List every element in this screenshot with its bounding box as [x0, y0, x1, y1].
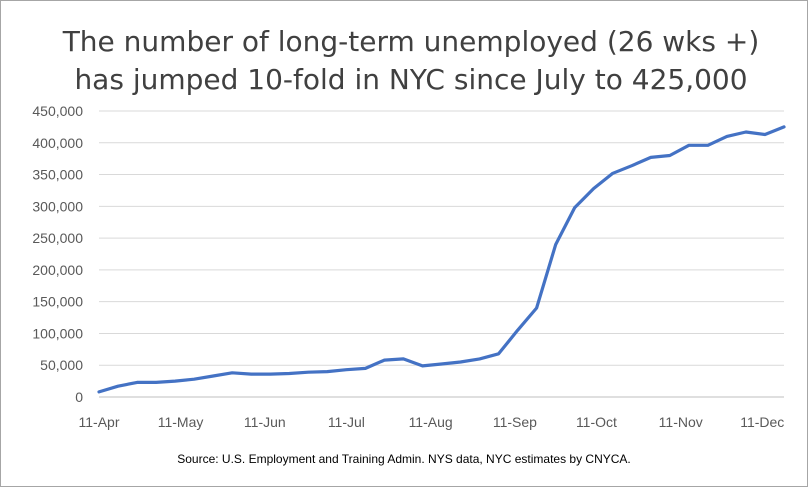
chart-title-line-2: has jumped 10-fold in NYC since July to …: [74, 63, 748, 96]
data-point: [116, 384, 120, 388]
data-point: [763, 133, 767, 136]
data-point: [687, 144, 691, 147]
data-point: [573, 206, 576, 209]
data-point: [211, 374, 215, 378]
data-point: [269, 372, 272, 376]
data-point: [516, 329, 519, 332]
y-tick-label: 400,000: [32, 135, 83, 151]
data-point: [307, 371, 310, 374]
data-point: [535, 306, 538, 310]
y-tick-label: 100,000: [32, 325, 83, 341]
y-tick-label: 50,000: [40, 357, 83, 373]
x-tick-label: 11-Nov: [659, 414, 703, 430]
data-point: [440, 362, 443, 366]
data-point: [97, 390, 101, 394]
data-point: [135, 381, 139, 384]
x-tick-label: 11-Dec: [740, 414, 784, 430]
data-point: [706, 144, 710, 147]
y-tick-label: 200,000: [32, 262, 83, 278]
data-point: [154, 381, 158, 384]
data-point: [250, 372, 253, 376]
y-tick-label: 300,000: [32, 198, 83, 214]
data-point: [192, 378, 196, 381]
x-tick-label: 11-Aug: [409, 414, 453, 430]
y-tick-label: 150,000: [32, 294, 83, 310]
x-tick-label: 11-May: [158, 414, 204, 430]
data-point: [459, 360, 462, 364]
data-point: [554, 243, 557, 246]
data-point: [611, 172, 614, 175]
chart-source-note: Source: U.S. Employment and Training Adm…: [177, 452, 631, 466]
data-point: [592, 187, 595, 190]
y-tick-label: 450,000: [32, 103, 83, 119]
data-point: [478, 357, 481, 361]
x-tick-label: 11-Jun: [244, 414, 286, 430]
data-point: [345, 368, 348, 371]
data-point: [630, 164, 633, 167]
data-point: [230, 371, 234, 375]
chart-title-line-1: The number of long-term unemployed (26 w…: [62, 25, 760, 58]
data-point: [497, 352, 500, 355]
x-tick-label: 11-Oct: [576, 414, 617, 430]
data-point: [668, 154, 672, 157]
data-point: [725, 135, 729, 138]
data-point: [364, 367, 367, 370]
data-point: [782, 125, 786, 129]
x-tick-label: 11-Sep: [493, 414, 537, 430]
y-tick-label: 250,000: [32, 230, 83, 246]
x-tick-label: 11-Jul: [328, 414, 365, 430]
data-point: [744, 130, 748, 134]
data-point: [326, 370, 329, 373]
data-point: [288, 372, 291, 375]
data-point: [402, 357, 405, 361]
data-point: [383, 358, 386, 362]
chart-title: The number of long-term unemployed (26 w…: [41, 23, 781, 99]
y-tick-label: 350,000: [32, 167, 83, 183]
y-tick-label: 0: [75, 389, 83, 405]
data-point: [421, 364, 424, 368]
data-point: [173, 379, 177, 383]
data-point: [649, 156, 653, 159]
x-tick-label: 11-Apr: [79, 414, 120, 430]
series-line: [97, 125, 786, 394]
